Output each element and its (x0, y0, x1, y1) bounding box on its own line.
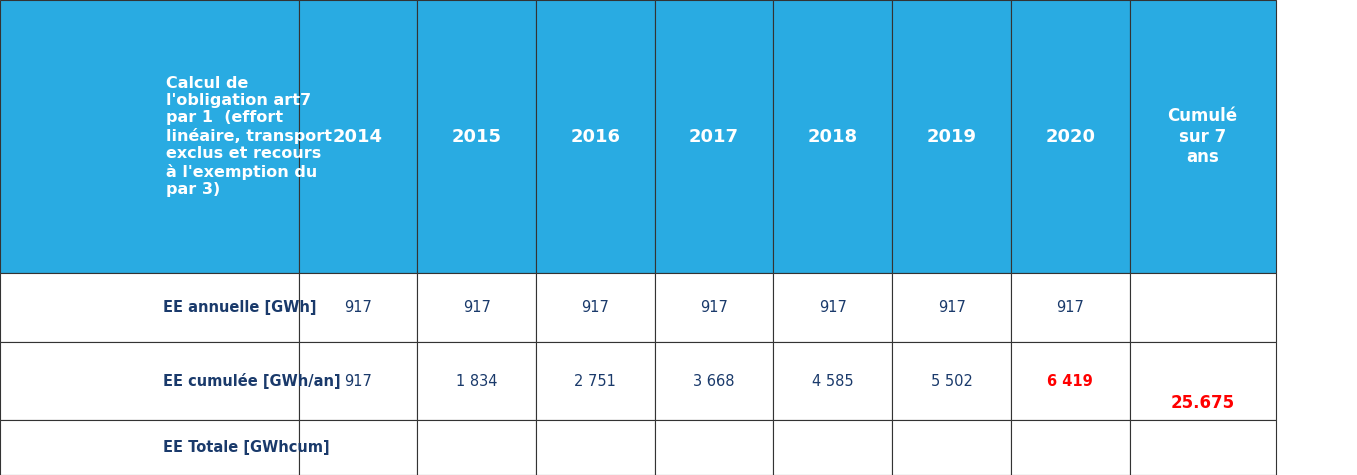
Text: 2016: 2016 (570, 128, 620, 145)
Bar (1130, 342, 1276, 420)
Text: 917: 917 (343, 374, 372, 389)
Bar (773, 0, 893, 273)
Bar (1011, 420, 1130, 475)
Bar (0, 420, 299, 475)
Text: 2019: 2019 (927, 128, 977, 145)
Bar (1130, 0, 1276, 273)
Text: 6 419: 6 419 (1048, 374, 1094, 389)
Text: 2017: 2017 (689, 128, 740, 145)
Bar (893, 420, 1011, 475)
Bar (0, 0, 299, 273)
Bar (655, 342, 773, 420)
Bar (0, 273, 299, 342)
Bar (536, 342, 655, 420)
Text: EE cumulée [GWh/an]: EE cumulée [GWh/an] (163, 373, 341, 389)
Text: 2015: 2015 (452, 128, 502, 145)
Bar (418, 342, 536, 420)
Text: 5 502: 5 502 (931, 374, 973, 389)
Bar (536, 0, 655, 273)
Text: 917: 917 (938, 300, 966, 315)
Text: 2018: 2018 (807, 128, 858, 145)
Text: 2014: 2014 (332, 128, 383, 145)
Bar (655, 273, 773, 342)
Text: 4 585: 4 585 (811, 374, 854, 389)
Bar (418, 0, 536, 273)
Text: 917: 917 (581, 300, 609, 315)
Bar (893, 273, 1011, 342)
Text: 917: 917 (700, 300, 729, 315)
Bar (773, 273, 893, 342)
Text: EE Totale [GWhcum]: EE Totale [GWhcum] (163, 440, 330, 455)
Bar (418, 420, 536, 475)
Bar (893, 342, 1011, 420)
Bar (1011, 342, 1130, 420)
Bar (773, 420, 893, 475)
Text: 3 668: 3 668 (693, 374, 735, 389)
Text: 25.675: 25.675 (1171, 394, 1235, 412)
Bar (0, 342, 299, 420)
Bar (893, 0, 1011, 273)
Bar (299, 273, 418, 342)
Bar (1130, 420, 1276, 475)
Text: 1 834: 1 834 (456, 374, 498, 389)
Text: 917: 917 (343, 300, 372, 315)
Text: Calcul de
l'obligation art7
par 1  (effort
linéaire, transport
exclus et recours: Calcul de l'obligation art7 par 1 (effor… (166, 76, 331, 198)
Bar (655, 420, 773, 475)
Bar (773, 342, 893, 420)
Text: 2 751: 2 751 (574, 374, 616, 389)
Bar (418, 273, 536, 342)
Text: 917: 917 (463, 300, 491, 315)
Bar (1011, 273, 1130, 342)
Bar (1130, 273, 1276, 342)
Text: 2020: 2020 (1045, 128, 1095, 145)
Bar (536, 273, 655, 342)
Bar (1011, 0, 1130, 273)
Bar (299, 342, 418, 420)
Bar (299, 0, 418, 273)
Bar (655, 0, 773, 273)
Text: 917: 917 (818, 300, 847, 315)
Bar (299, 420, 418, 475)
Text: EE annuelle [GWh]: EE annuelle [GWh] (163, 300, 316, 315)
Text: Cumulé
sur 7
ans: Cumulé sur 7 ans (1167, 107, 1238, 166)
Text: 917: 917 (1056, 300, 1084, 315)
Bar (536, 420, 655, 475)
